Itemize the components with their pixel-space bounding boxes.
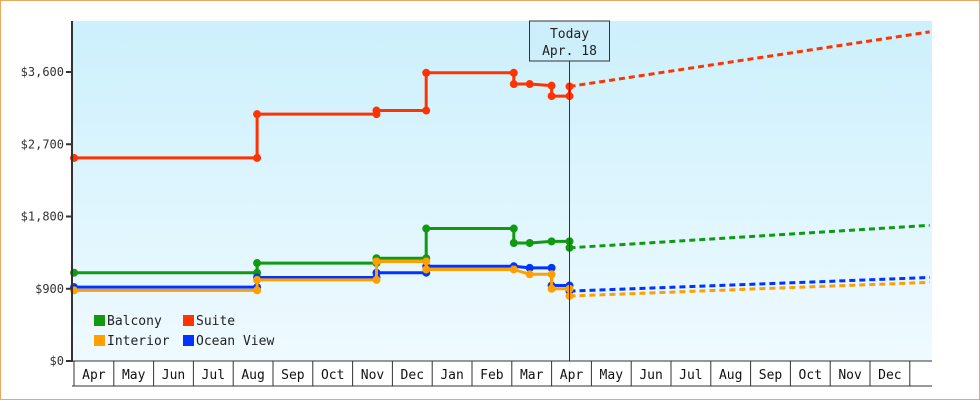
x-month-label: Oct xyxy=(321,368,344,383)
data-point[interactable] xyxy=(253,259,262,268)
data-point[interactable] xyxy=(422,224,431,233)
x-month-label: Jan xyxy=(440,368,463,383)
data-point[interactable] xyxy=(509,224,518,233)
data-point[interactable] xyxy=(422,106,431,115)
legend-swatch xyxy=(94,335,105,346)
data-point[interactable] xyxy=(422,257,431,266)
data-point[interactable] xyxy=(509,238,518,247)
data-point[interactable] xyxy=(509,265,518,274)
y-tick-label: $2,700 xyxy=(21,137,64,151)
today-marker: Today Apr. 18 xyxy=(529,20,611,361)
data-point[interactable] xyxy=(547,92,556,101)
data-point[interactable] xyxy=(372,275,381,284)
x-month-label: Dec xyxy=(878,368,901,383)
data-point[interactable] xyxy=(547,81,556,90)
data-point[interactable] xyxy=(525,270,534,279)
x-month-label: Jun xyxy=(162,368,185,383)
data-point[interactable] xyxy=(509,80,518,89)
series-layer xyxy=(70,30,930,300)
data-point[interactable] xyxy=(509,68,518,77)
x-month-label: Apr xyxy=(82,368,106,383)
data-point[interactable] xyxy=(547,284,556,293)
data-point[interactable] xyxy=(253,110,262,119)
y-tick-label: $900 xyxy=(35,282,64,296)
x-month-label: Sep xyxy=(759,368,783,383)
today-date: Apr. 18 xyxy=(542,44,597,59)
data-point[interactable] xyxy=(525,263,534,272)
y-tick-label: $1,800 xyxy=(21,210,64,224)
x-month-label: Aug xyxy=(719,368,742,383)
data-point[interactable] xyxy=(253,153,262,162)
y-tick-label: $0 xyxy=(50,354,64,368)
today-label: Today xyxy=(550,27,589,42)
legend-label: Ocean View xyxy=(196,334,274,349)
plot-area xyxy=(72,21,932,361)
data-point[interactable] xyxy=(253,286,262,295)
data-point[interactable] xyxy=(547,237,556,246)
x-axis: Apr May Jun Jul Aug Sep Oct Nov Dec Jan Feb Mar Apr M… xyxy=(72,360,932,387)
legend-swatch xyxy=(183,335,194,346)
x-month-label: Oct xyxy=(799,368,822,383)
data-point[interactable] xyxy=(422,265,431,274)
legend-item-ocean-view[interactable]: Ocean View xyxy=(183,334,274,349)
legend-item-balcony[interactable]: Balcony xyxy=(94,314,162,329)
series-interior xyxy=(70,257,930,300)
data-point[interactable] xyxy=(547,270,556,279)
legend-swatch xyxy=(183,315,194,326)
data-point[interactable] xyxy=(253,275,262,284)
x-month-label: Feb xyxy=(480,368,504,383)
data-point[interactable] xyxy=(547,263,556,272)
legend-label: Balcony xyxy=(107,314,162,329)
x-month-label: Jul xyxy=(679,368,702,383)
legend: Balcony Suite Interior Ocean View xyxy=(94,314,274,349)
x-month-label: Mar xyxy=(520,368,544,383)
data-point[interactable] xyxy=(372,257,381,266)
x-month-label: Sep xyxy=(281,368,305,383)
data-point[interactable] xyxy=(372,106,381,115)
y-tick-label: $3,600 xyxy=(21,65,64,79)
data-point[interactable] xyxy=(525,238,534,247)
legend-swatch xyxy=(94,315,105,326)
y-axis: $0 $900 $1,800 $2,700 $3,600 xyxy=(21,21,73,368)
data-point[interactable] xyxy=(422,68,431,77)
legend-label: Interior xyxy=(107,334,170,349)
x-month-label: May xyxy=(122,368,146,383)
x-month-label: Nov xyxy=(838,368,862,383)
series-suite xyxy=(70,30,930,162)
legend-item-interior[interactable]: Interior xyxy=(94,334,170,349)
today-label-box xyxy=(529,20,611,62)
x-month-label: Dec xyxy=(401,368,424,383)
x-month-label: May xyxy=(600,368,624,383)
x-month-label: Jun xyxy=(639,368,662,383)
x-month-label: Nov xyxy=(361,368,385,383)
data-point[interactable] xyxy=(525,80,534,89)
x-month-label: Jul xyxy=(202,368,225,383)
legend-item-suite[interactable]: Suite xyxy=(183,314,235,329)
x-month-label: Apr xyxy=(560,368,584,383)
legend-label: Suite xyxy=(196,314,235,329)
x-month-label: Aug xyxy=(241,368,264,383)
